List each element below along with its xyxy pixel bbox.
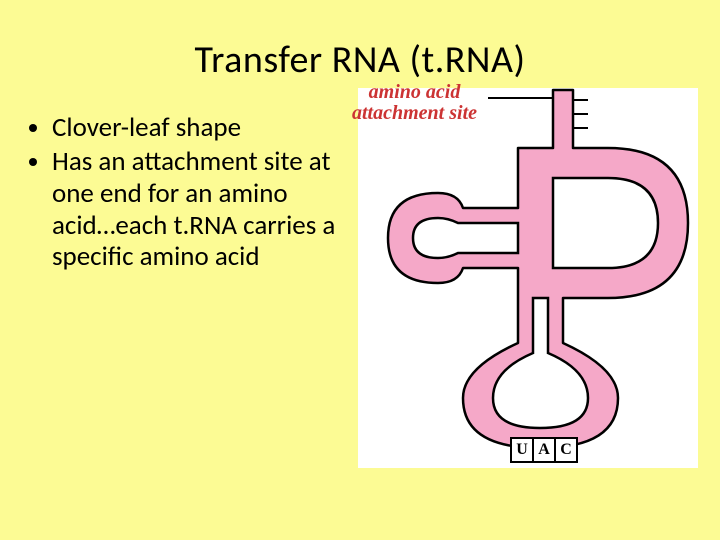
bullet-item: Clover-leaf shape — [52, 112, 350, 144]
slide-title: Transfer RNA (t.RNA) — [0, 37, 720, 83]
trna-diagram: amino acid attachment site — [358, 88, 698, 468]
trna-svg — [358, 88, 698, 468]
slide-root: Transfer RNA (t.RNA) Clover-leaf shape H… — [0, 0, 720, 540]
attachment-site-label: amino acid attachment site — [352, 82, 477, 124]
right-loop-inner — [553, 178, 658, 268]
bullet-list: Clover-leaf shape Has an attachment site… — [30, 112, 350, 275]
left-loop-inner — [413, 218, 518, 258]
anticodon-letter: C — [554, 437, 578, 463]
attach-label-line1: amino acid — [352, 82, 477, 103]
bullet-item: Has an attachment site at one end for an… — [52, 146, 350, 273]
anticodon-boxes: U A C — [510, 437, 578, 463]
anticodon-letter: A — [532, 437, 556, 463]
attach-label-line2: attachment site — [352, 103, 477, 124]
anticodon-letter: U — [510, 437, 534, 463]
